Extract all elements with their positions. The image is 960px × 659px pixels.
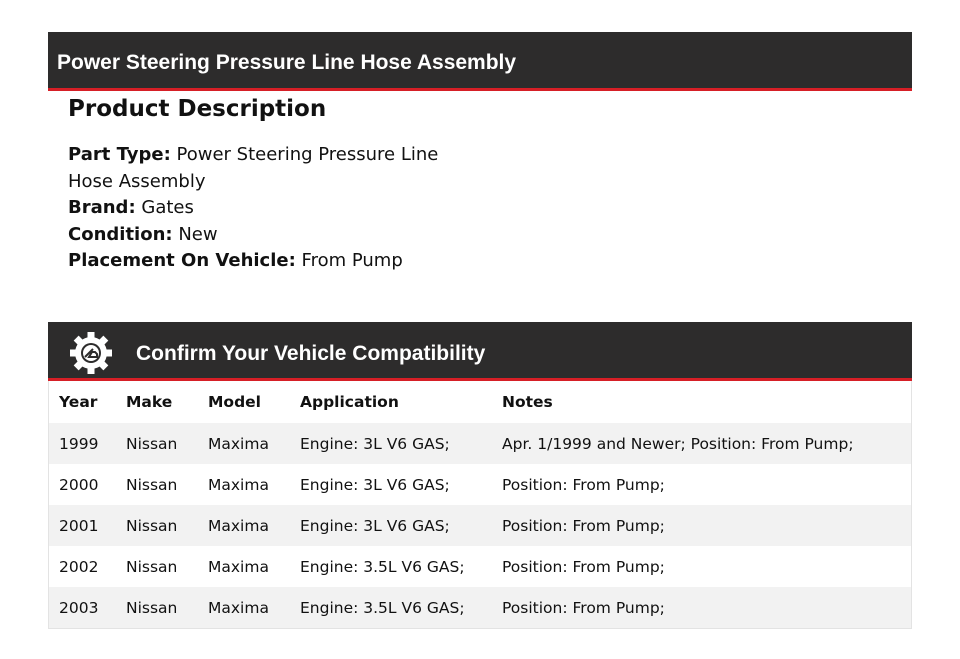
cell-application: Engine: 3L V6 GAS; [300,475,450,494]
field-brand: Brand: Gates [68,197,194,218]
gear-vehicle-icon [70,332,112,374]
table-header-row: Year Make Model Application Notes [49,381,912,423]
cell-notes: Position: From Pump; [492,505,912,546]
cell-make: Nissan [126,475,178,494]
cell-year: 2003 [48,587,116,629]
cell-model: Maxima [208,557,269,576]
cell-year: 2000 [59,475,99,494]
cell-make: Nissan [116,423,198,464]
cell-application: Engine: 3L V6 GAS; [290,505,492,546]
cell-year: 1999 [48,423,116,464]
col-make: Make [126,393,173,411]
table-row: 2000 Nissan Maxima Engine: 3L V6 GAS; Positi… [49,464,912,505]
cell-application: Engine: 3.5L V6 GAS; [300,557,465,576]
table-row: 1999 Nissan Maxima Engine: 3L V6 GAS; Apr. 1… [48,423,912,464]
cell-notes: Position: From Pump; [502,475,665,494]
col-notes: Notes [502,393,553,411]
col-year: Year [59,393,98,411]
cell-year: 2001 [48,505,116,546]
cell-notes: Position: From Pump; [502,557,665,576]
product-title-bar: Power Steering Pressure Line Hose Assemb… [48,32,912,91]
cell-notes: Position: From Pump; [492,587,912,629]
table-row: 2002 Nissan Maxima Engine: 3.5L V6 GAS; Posi… [49,546,912,587]
cell-make: Nissan [126,557,178,576]
cell-year: 2002 [59,557,99,576]
table-row: 2003 Nissan Maxima Engine: 3.5L V6 GAS; Posi… [48,587,912,629]
cell-make: Nissan [116,587,198,629]
compatibility-title: Confirm Your Vehicle Compatibility [136,342,486,365]
col-model: Model [208,393,261,411]
cell-model: Maxima [208,475,269,494]
cell-model: Maxima [198,423,290,464]
compatibility-header: Confirm Your Vehicle Compatibility [48,322,912,381]
col-application: Application [300,393,399,411]
cell-model: Maxima [198,587,290,629]
compatibility-table: Year Make Model Application Notes 1999 Ni… [48,381,912,629]
table-row: 2001 Nissan Maxima Engine: 3L V6 GAS; Positi… [48,505,912,546]
product-description: Product Description Part Type: Power Ste… [68,96,448,275]
field-placement: Placement On Vehicle: From Pump [68,250,403,271]
description-heading: Product Description [68,96,327,122]
cell-make: Nissan [116,505,198,546]
cell-application: Engine: 3.5L V6 GAS; [290,587,492,629]
cell-notes: Apr. 1/1999 and Newer; Position: From Pu… [492,423,912,464]
cell-model: Maxima [198,505,290,546]
product-title: Power Steering Pressure Line Hose Assemb… [57,51,517,74]
field-part-type: Part Type: Power Steering Pressure Line … [68,144,439,192]
field-condition: Condition: New [68,223,218,245]
cell-application: Engine: 3L V6 GAS; [290,423,492,464]
